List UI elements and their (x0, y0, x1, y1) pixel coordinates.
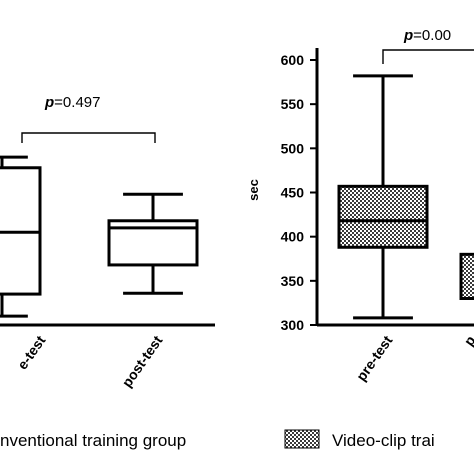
right-boxes (337, 74, 474, 320)
left-category-labels: e-test post-test (14, 332, 166, 390)
right-legend: Video-clip trai (284, 429, 435, 450)
right-y-ticks: 300 350 400 450 500 550 600 (281, 52, 317, 333)
left-p-value: p=0.497 (44, 94, 100, 111)
right-y-tick-label-600: 600 (281, 52, 305, 68)
right-y-tick-label-500: 500 (281, 140, 305, 156)
right-category-label-1: p (460, 333, 474, 349)
right-legend-label: Video-clip trai (332, 431, 435, 450)
right-y-tick-label-550: 550 (281, 96, 305, 112)
left-category-label-1: post-test (118, 332, 165, 390)
right-y-tick-label-300: 300 (281, 317, 305, 333)
left-legend: nventional training group (0, 431, 186, 450)
left-legend-label: nventional training group (0, 431, 186, 450)
left-panel: e-test post-test p=0.497 nventional train… (0, 94, 215, 450)
right-y-tick-label-350: 350 (281, 273, 305, 289)
right-significance-annotation: p=0.00 (382, 27, 474, 64)
right-pre-test-iqr-box (337, 184, 429, 249)
left-significance-bracket (21, 132, 156, 143)
right-y-tick-label-450: 450 (281, 185, 305, 201)
left-category-label-0: e-test (14, 332, 49, 372)
left-boxes (0, 155, 199, 318)
right-y-axis-title: sec (246, 179, 261, 201)
right-legend-swatch (284, 429, 320, 449)
right-panel: 300 350 400 450 500 550 600 sec pre-test p p=0.… (246, 27, 474, 450)
right-y-tick-label-400: 400 (281, 229, 305, 245)
right-p-value: p=0.00 (403, 27, 451, 44)
right-significance-bracket (382, 49, 474, 64)
right-category-labels: pre-test p (353, 332, 474, 384)
left-significance-annotation: p=0.497 (21, 94, 156, 143)
right-post-test-iqr-box (459, 252, 474, 300)
right-category-label-0: pre-test (353, 332, 396, 384)
